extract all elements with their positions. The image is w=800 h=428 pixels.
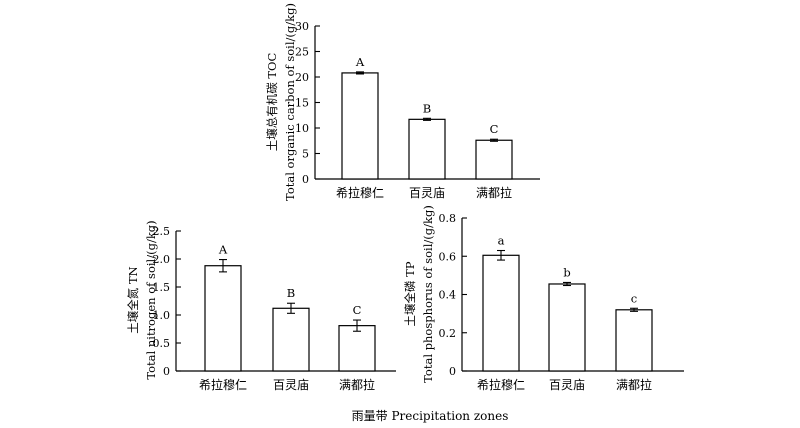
bar — [341, 72, 379, 180]
category-label: 希拉穆仁 — [336, 185, 384, 200]
bar — [482, 254, 520, 372]
tp-chart: 0 0.2 0.4 0.6 0.8 a 希拉穆仁 b 百灵庙 c 满都拉 土壤全磷 TP Total p… — [403, 205, 684, 392]
y-tick-label: 1.0 — [153, 309, 171, 322]
category-label: 满都拉 — [616, 377, 652, 392]
significance-label: c — [631, 291, 637, 305]
category-label: 希拉穆仁 — [477, 377, 525, 392]
category-label: 百灵庙 — [273, 378, 309, 392]
y-axis-label-en: Total organic carbon of soil/(g/kg) — [283, 3, 297, 201]
category-label: 希拉穆仁 — [199, 377, 247, 392]
bar — [272, 307, 310, 372]
y-axis-label-en: Total nitrogen of soil/(g/kg) — [144, 220, 158, 379]
category-label: 百灵庙 — [549, 378, 585, 392]
y-axis-label-en: Total phosphorus of soil/(g/kg) — [421, 205, 435, 383]
category-label: 百灵庙 — [409, 186, 445, 200]
y-axis-label-cn: 土壤全磷 TP — [403, 261, 417, 326]
y-tick-label: 30 — [295, 20, 309, 33]
x-axis-label: 雨量带 Precipitation zones — [352, 409, 509, 423]
y-tick-label: 0 — [449, 365, 456, 378]
significance-label: a — [498, 234, 505, 248]
tn-chart: 0 0.5 1.0 1.5 2.0 2.5 A 希拉穆仁 B 百灵庙 C 满都拉 土壤全氮 TN Tota… — [126, 220, 396, 392]
category-label: 满都拉 — [339, 377, 375, 392]
y-tick-label: 0.5 — [153, 337, 171, 350]
significance-label: A — [218, 243, 228, 257]
y-tick-label: 15 — [295, 97, 309, 110]
bar — [548, 283, 586, 372]
y-tick-label: 0.8 — [439, 212, 457, 225]
bar — [204, 265, 242, 372]
y-tick-label: 5 — [302, 148, 309, 161]
y-tick-label: 0.6 — [439, 250, 457, 263]
bar — [408, 118, 446, 180]
y-tick-label: 1.5 — [153, 281, 171, 294]
y-axis-label-cn: 土壤全氮 TN — [126, 266, 140, 333]
y-tick-label: 20 — [295, 71, 309, 84]
significance-label: A — [355, 55, 365, 69]
significance-label: b — [563, 265, 570, 279]
y-axis-label-cn: 土壤总有机碳 TOC — [265, 53, 279, 152]
y-tick-label: 0 — [163, 365, 170, 378]
significance-label: C — [353, 303, 362, 317]
y-tick-label: 25 — [295, 46, 309, 59]
significance-label: B — [287, 286, 295, 300]
toc-chart: 0 5 10 15 20 25 30 A 希拉穆仁 B 百灵庙 C 满都拉 土壤总有机碳 TOC Total… — [265, 3, 540, 201]
y-tick-label: 10 — [295, 122, 309, 135]
y-tick-label: 0.2 — [439, 327, 457, 340]
y-tick-label: 2.5 — [153, 225, 171, 238]
bar — [338, 325, 376, 372]
y-tick-label: 0.4 — [439, 289, 457, 302]
bar — [615, 309, 653, 372]
bar — [475, 139, 513, 180]
y-tick-label: 2.0 — [153, 253, 171, 266]
significance-label: C — [490, 122, 499, 136]
significance-label: B — [423, 101, 431, 115]
category-label: 满都拉 — [476, 185, 512, 200]
y-tick-label: 0 — [302, 173, 309, 186]
